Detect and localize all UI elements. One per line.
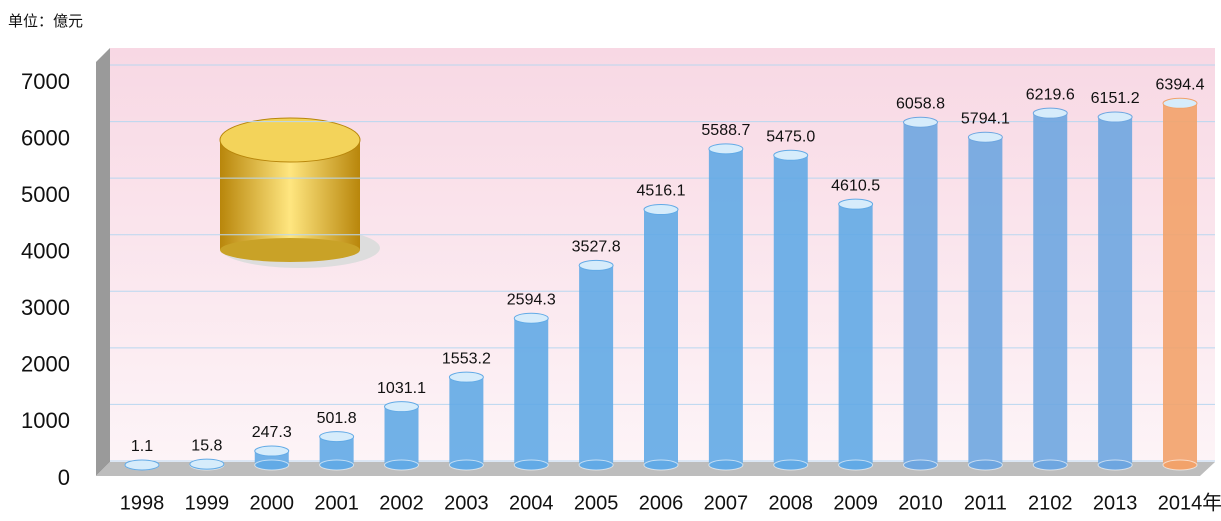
unit-label: 单位：億元 (8, 13, 83, 30)
value-label: 6058.8 (896, 95, 945, 112)
bar (449, 377, 483, 465)
bar-base (904, 460, 938, 470)
value-label: 5475.0 (766, 128, 815, 145)
bar-top (1163, 98, 1197, 108)
bar (1163, 103, 1197, 465)
bar-base (579, 460, 613, 470)
bar-base (1033, 460, 1067, 470)
value-label: 5794.1 (961, 110, 1010, 127)
value-label: 5588.7 (701, 122, 750, 139)
bar-top (1033, 108, 1067, 118)
bar (839, 204, 873, 465)
value-label: 6151.2 (1091, 90, 1140, 107)
x-tick-label: 2006 (639, 492, 684, 514)
bar-top (644, 205, 678, 215)
bar-base (514, 460, 548, 470)
page: 单位：億元 0 1000 2000 3000 4000 5000 6000 7000 1998 1… (0, 0, 1221, 521)
side-wall (96, 48, 110, 476)
x-tick-label: 2102 (1028, 492, 1073, 514)
bar-base (644, 460, 678, 470)
value-label: 3527.8 (572, 239, 621, 256)
bar (904, 122, 938, 465)
bar-top (514, 313, 548, 323)
value-label: 1553.2 (442, 350, 491, 367)
value-label: 1.1 (131, 438, 153, 455)
bar-base (709, 460, 743, 470)
x-tick-label: 2014年 (1158, 491, 1221, 514)
bar (1033, 113, 1067, 465)
x-tick-label: 2002 (379, 492, 424, 514)
bar-top (385, 402, 419, 412)
y-tick-label: 1000 (21, 408, 70, 433)
value-label: 1031.1 (377, 380, 426, 397)
bar-top (579, 260, 613, 270)
bar (644, 210, 678, 465)
bar-base (968, 460, 1002, 470)
bar-base (449, 460, 483, 470)
bar-base (255, 460, 289, 470)
y-tick-label: 3000 (21, 295, 70, 320)
value-label: 501.8 (317, 410, 357, 427)
y-tick-label: 6000 (21, 125, 70, 150)
x-tick-label: 2009 (833, 492, 878, 514)
x-tick-label: 1998 (120, 492, 165, 514)
x-tick-label: 2001 (314, 492, 359, 514)
bar-top (190, 459, 224, 469)
bar-top (1098, 112, 1132, 122)
bar-top (839, 199, 873, 209)
value-label: 6394.4 (1156, 76, 1205, 93)
bar (774, 155, 808, 465)
y-tick-label: 7000 (21, 69, 70, 94)
bar-base (1098, 460, 1132, 470)
x-tick-label: 2005 (574, 492, 619, 514)
bar (968, 137, 1002, 465)
chart: 单位：億元 0 1000 2000 3000 4000 5000 6000 7000 1998 1… (0, 0, 1221, 521)
y-tick-label: 0 (58, 465, 70, 490)
x-tick-label: 2004 (509, 492, 554, 514)
bar (514, 318, 548, 465)
bar-top (125, 460, 159, 470)
bar-top (255, 446, 289, 456)
bar-base (839, 460, 873, 470)
x-tick-label: 2003 (444, 492, 489, 514)
bar-top (774, 150, 808, 160)
bar (579, 265, 613, 465)
bar-top (904, 117, 938, 127)
bar-top (320, 432, 354, 442)
bar-base (385, 460, 419, 470)
bar-top (968, 132, 1002, 142)
coin-bottom (220, 238, 360, 262)
value-label: 6219.6 (1026, 86, 1075, 103)
x-tick-label: 2010 (898, 492, 943, 514)
x-tick-label: 1999 (185, 492, 230, 514)
x-tick-label: 2000 (250, 492, 295, 514)
bar-base (1163, 460, 1197, 470)
value-label: 2594.3 (507, 291, 556, 308)
bar-top (449, 372, 483, 382)
y-tick-label: 5000 (21, 182, 70, 207)
value-label: 4516.1 (637, 183, 686, 200)
y-tick-label: 4000 (21, 239, 70, 264)
coin-top (220, 118, 360, 162)
value-label: 15.8 (191, 437, 222, 454)
x-tick-label: 2008 (769, 492, 814, 514)
value-label: 247.3 (252, 424, 292, 441)
bar (1098, 117, 1132, 465)
bar-base (320, 460, 354, 470)
bar-top (709, 144, 743, 154)
x-tick-label: 2013 (1093, 492, 1138, 514)
bar (385, 407, 419, 465)
coins (220, 118, 380, 268)
x-tick-label: 2007 (704, 492, 749, 514)
y-tick-label: 2000 (21, 352, 70, 377)
value-label: 4610.5 (831, 177, 880, 194)
x-tick-label: 2011 (964, 492, 1007, 514)
bar (709, 149, 743, 465)
bar-base (774, 460, 808, 470)
